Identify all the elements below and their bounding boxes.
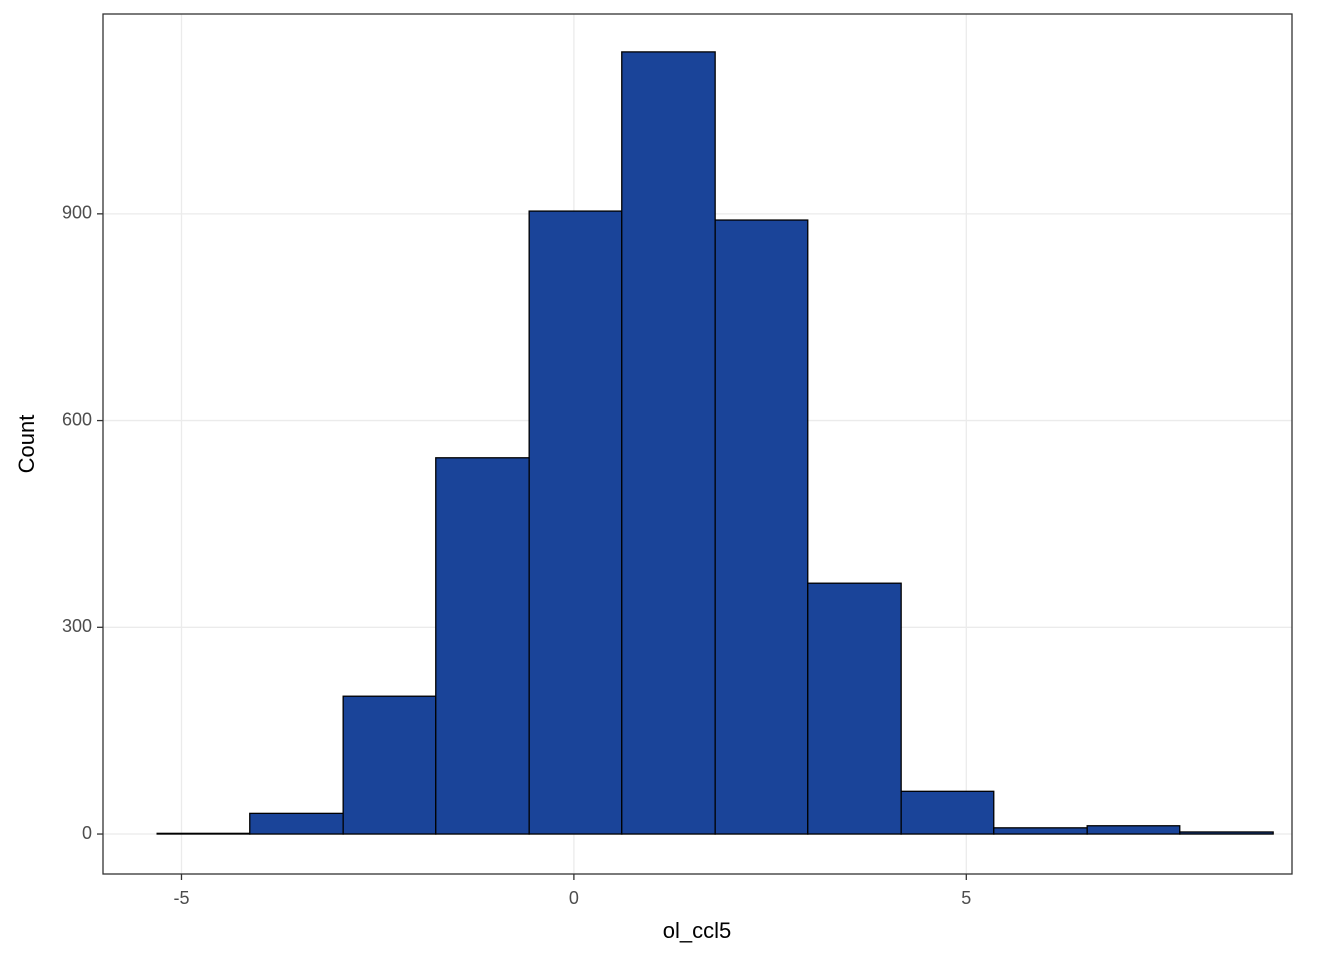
bar [1086, 825, 1181, 835]
bar [1179, 831, 1274, 835]
x-tick-label: 0 [569, 888, 579, 908]
panel-border [102, 13, 1293, 875]
bar [621, 51, 716, 835]
bar [156, 832, 251, 835]
bar [249, 812, 344, 835]
y-tick-label: 600 [62, 409, 92, 429]
y-tick-label: 0 [82, 823, 92, 843]
y-axis-title: Count [14, 415, 39, 474]
bar [993, 827, 1088, 835]
bar [807, 582, 902, 835]
bar [900, 790, 995, 835]
bar [528, 210, 623, 835]
y-tick-label: 900 [62, 203, 92, 223]
y-tick-label: 300 [62, 616, 92, 636]
x-axis-title: ol_ccl5 [663, 918, 731, 943]
bar [435, 457, 530, 835]
x-tick-label: -5 [173, 888, 189, 908]
x-tick-label: 5 [961, 888, 971, 908]
bar [714, 219, 809, 835]
bar [342, 695, 437, 835]
